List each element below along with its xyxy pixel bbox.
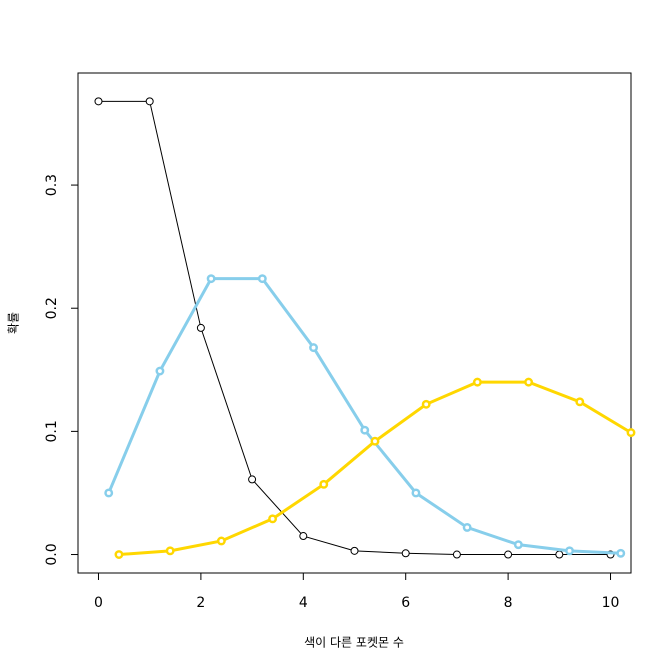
point <box>421 399 431 409</box>
y-tick-label: 0.1 <box>44 420 60 442</box>
point <box>504 550 513 559</box>
point <box>411 488 421 498</box>
point <box>616 548 626 558</box>
point <box>350 546 359 555</box>
point <box>206 274 216 284</box>
point <box>360 425 370 435</box>
plot-box <box>77 72 632 574</box>
point <box>216 536 226 546</box>
point <box>524 377 534 387</box>
x-axis-label: 색이 다른 포켓몬 수 <box>304 636 404 650</box>
point <box>370 436 380 446</box>
point <box>145 97 154 106</box>
x-tick-label: 8 <box>504 595 513 611</box>
x-tick-label: 4 <box>299 595 308 611</box>
series-line <box>118 380 632 557</box>
point <box>155 366 165 376</box>
point <box>575 397 585 407</box>
point <box>114 550 124 559</box>
point <box>196 323 205 332</box>
point <box>401 549 410 558</box>
point <box>309 343 318 353</box>
x-tick-label: 6 <box>401 595 410 611</box>
x-tick-label: 2 <box>196 595 205 611</box>
point <box>319 479 329 489</box>
x-tick-label: 0 <box>94 595 103 611</box>
point <box>452 550 461 559</box>
x-tick-label: 10 <box>602 595 620 611</box>
point <box>94 97 103 106</box>
series-line <box>98 100 611 556</box>
point <box>165 546 175 556</box>
point <box>248 475 257 484</box>
point <box>104 488 114 498</box>
point <box>257 274 267 284</box>
point <box>299 532 308 541</box>
y-tick-label: 0.0 <box>44 543 60 565</box>
point <box>565 546 575 556</box>
series-line <box>107 277 621 555</box>
point <box>472 377 482 387</box>
point <box>555 550 564 559</box>
y-axis-label: 확률 <box>7 312 21 334</box>
y-tick-label: 0.2 <box>44 297 60 319</box>
point <box>513 540 523 550</box>
point <box>268 514 278 524</box>
point <box>626 428 636 438</box>
y-tick-label: 0.3 <box>44 174 60 196</box>
point <box>462 522 472 532</box>
